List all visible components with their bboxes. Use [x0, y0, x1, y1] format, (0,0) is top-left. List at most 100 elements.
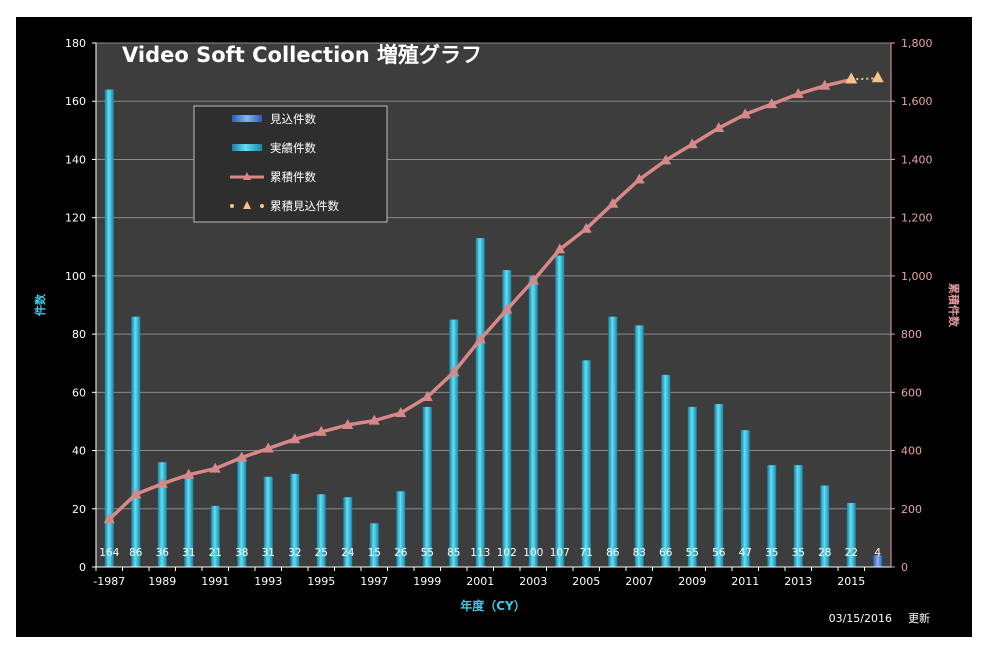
data-label: 38	[235, 547, 248, 559]
x-tick-label: 2013	[784, 575, 812, 588]
cumulative-marker	[342, 418, 354, 429]
y-tick-label: 180	[65, 37, 86, 50]
data-label: 35	[765, 547, 778, 559]
x-tick-label: 1991	[201, 575, 229, 588]
data-label: 113	[470, 547, 490, 559]
bar-actual	[687, 406, 697, 567]
y2-tick-label: 0	[901, 561, 908, 574]
legend-label-cumulative: 累積件数	[270, 170, 316, 184]
cumulative-marker	[554, 243, 566, 254]
cumulative-marker	[792, 87, 804, 98]
y2-tick-label: 1,200	[901, 212, 933, 225]
data-label: 164	[99, 547, 119, 559]
y2-tick-label: 1,000	[901, 270, 933, 283]
bar-actual	[793, 465, 803, 567]
cumulative-marker	[289, 433, 301, 444]
data-label: 107	[550, 547, 570, 559]
y2-tick-label: 400	[901, 445, 922, 458]
data-label: 83	[633, 547, 646, 559]
bar-actual	[528, 275, 538, 567]
bar-actual	[767, 465, 777, 567]
cumulative-marker	[156, 477, 168, 488]
cumulative-line	[103, 71, 884, 524]
cumulative-marker	[315, 425, 327, 436]
x-tick-label: -1987	[93, 575, 125, 588]
update-label: 更新	[908, 611, 930, 625]
legend-label-actual: 実績件数	[270, 141, 316, 155]
forecast-cumulative-marker	[845, 72, 858, 84]
y-tick-label: 80	[72, 328, 86, 341]
y2-tick-label: 1,800	[901, 37, 933, 50]
y-tick-label: 0	[79, 561, 86, 574]
x-axis-label: 年度（CY）	[460, 598, 526, 613]
bar-actual	[343, 497, 353, 567]
legend-swatch-forecast	[232, 115, 262, 122]
axes: 0 20 40 60 80 100 120 140 160 180 0 200 400 600 800 1,0…	[65, 37, 933, 588]
data-label: 31	[262, 547, 275, 559]
data-label: 102	[497, 547, 517, 559]
legend-label-forecast-cumulative: 累積見込件数	[270, 199, 339, 213]
x-tick-label: 1995	[307, 575, 335, 588]
x-tick-label: 1997	[360, 575, 388, 588]
bar-actual	[131, 316, 141, 567]
cumulative-marker	[607, 197, 619, 208]
legend: 見込件数 実績件数 累積件数 累積見込件数	[193, 105, 388, 223]
legend-marker-cumulative	[243, 172, 251, 180]
bar-actual	[661, 374, 671, 567]
bar-actual	[290, 473, 300, 567]
data-label: 86	[606, 547, 620, 559]
bar-actual	[184, 476, 194, 567]
data-label: 31	[182, 547, 195, 559]
bar-actual	[369, 523, 379, 567]
cumulative-marker	[527, 274, 539, 285]
data-label: 22	[845, 547, 858, 559]
data-label: 71	[580, 547, 593, 559]
x-tick-label: 1999	[413, 575, 441, 588]
cumulative-marker	[103, 513, 115, 524]
bar-actual	[104, 89, 114, 568]
data-label: 85	[447, 547, 460, 559]
cumulative-marker	[130, 488, 142, 499]
bar-actual	[608, 316, 618, 567]
bar-actual	[237, 456, 247, 567]
x-tick-label: 2007	[625, 575, 653, 588]
cumulative-marker	[395, 407, 407, 418]
x-tick-label: 2001	[466, 575, 494, 588]
cumulative-marker	[739, 108, 751, 119]
y2-tick-label: 200	[901, 503, 922, 516]
cumulative-marker	[474, 333, 486, 344]
data-label: 15	[368, 547, 381, 559]
x-tick-label: 1989	[148, 575, 176, 588]
chart-title: Video Soft Collection 増殖グラフ	[122, 43, 482, 67]
data-label: 35	[792, 547, 805, 559]
data-label: 56	[712, 547, 726, 559]
forecast-cumulative-marker	[871, 71, 884, 83]
y-tick-label: 140	[65, 153, 86, 166]
y-tick-label: 120	[65, 212, 86, 225]
legend-dot	[260, 204, 264, 208]
data-label: 28	[818, 547, 831, 559]
legend-marker-forecast-cumulative	[243, 201, 251, 209]
y-tick-label: 160	[65, 95, 86, 108]
data-label: 100	[523, 547, 543, 559]
cumulative-marker	[766, 98, 778, 109]
data-labels: 164 86 36 31 21 38 31 32 25 24 15 26 55 85 113 102 100 10…	[99, 547, 881, 559]
bar-actual	[740, 430, 750, 567]
y-axis-label: 件数	[33, 293, 47, 316]
cumulative-marker	[713, 122, 725, 133]
legend-swatch-actual	[232, 144, 262, 151]
y-tick-label: 60	[72, 386, 86, 399]
cumulative-marker	[819, 79, 831, 90]
bar-actual	[475, 238, 485, 568]
cumulative-marker	[183, 468, 195, 479]
update-date: 03/15/2016	[829, 612, 892, 625]
cumulative-marker	[686, 138, 698, 149]
x-tick-label: 2003	[519, 575, 547, 588]
x-tick-label: 2009	[678, 575, 706, 588]
cumulative-marker	[236, 451, 248, 462]
bar-actual	[714, 403, 724, 567]
data-label: 66	[659, 547, 673, 559]
bar-actual	[157, 462, 167, 567]
x-tick-label: 2005	[572, 575, 600, 588]
